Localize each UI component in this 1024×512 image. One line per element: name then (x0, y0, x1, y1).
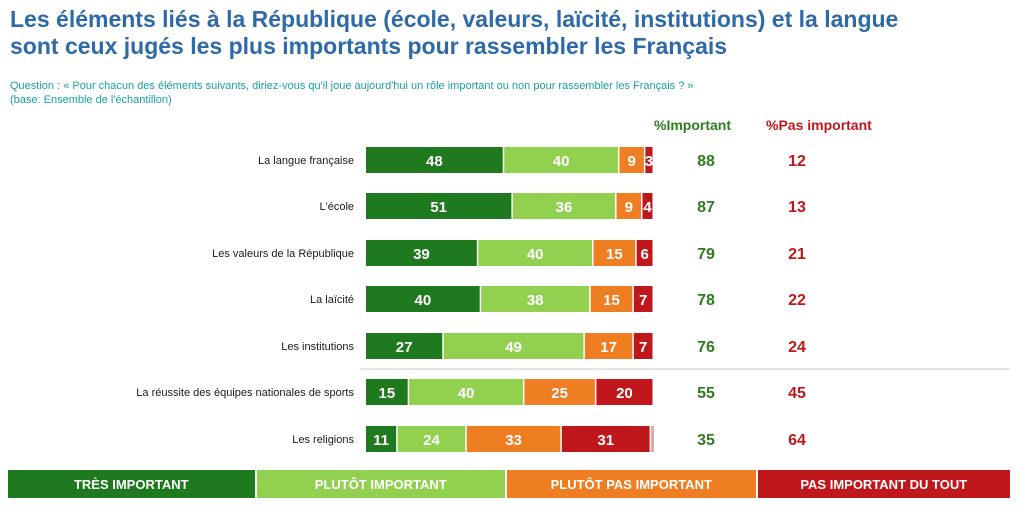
data-label: 36 (556, 199, 573, 216)
pas-important-value: 45 (788, 385, 806, 402)
bar-segment (616, 193, 641, 219)
data-label: 49 (505, 339, 522, 356)
data-label: 11 (373, 432, 389, 449)
category-label: L'école (319, 201, 354, 213)
pas-important-value: 64 (788, 432, 806, 449)
data-label: 27 (396, 339, 413, 356)
bar-segment (366, 193, 512, 219)
bar-segment (366, 286, 480, 312)
important-value: 78 (697, 292, 715, 309)
bar-segment (590, 286, 633, 312)
stacked-bar-chart: La langue française 48 40 9 3 88 12L'école 51 36… (136, 147, 1010, 452)
data-label: 20 (616, 385, 633, 402)
title-line-2: sont ceux jugés les plus importants pour… (10, 33, 728, 59)
data-label: 51 (430, 199, 447, 216)
data-label: 15 (603, 292, 620, 309)
data-label: 24 (423, 432, 440, 449)
bar-segment (366, 333, 443, 359)
data-label: 17 (600, 339, 617, 356)
bar-segment (512, 193, 616, 219)
bar-segment (443, 333, 584, 359)
bar-segment (481, 286, 590, 312)
data-label: 40 (553, 153, 570, 170)
data-label: 15 (379, 385, 396, 402)
bar-segment (524, 379, 595, 405)
bar-segment (366, 240, 477, 266)
data-label: 9 (625, 199, 633, 216)
category-label: Les valeurs de la République (212, 248, 354, 260)
column-header-important: %Important (654, 117, 731, 133)
bar-segment (409, 379, 523, 405)
bar-segment-residual (651, 426, 654, 452)
column-header-pas-important: %Pas important (766, 117, 872, 133)
legend-item: PAS IMPORTANT DU TOUT (757, 470, 1010, 498)
category-label: Les religions (292, 434, 354, 446)
data-label: 6 (640, 246, 648, 263)
data-label: 15 (606, 246, 623, 263)
bar-segment (504, 147, 618, 173)
data-label: 39 (413, 246, 430, 263)
legend: TRÈS IMPORTANT PLUTÔT IMPORTANT PLUTÔT PAS… (8, 470, 1010, 498)
category-label: La langue française (258, 155, 354, 167)
data-label: 40 (458, 385, 475, 402)
bar-segment (561, 426, 650, 452)
data-label: 4 (643, 199, 652, 216)
bar-segment (366, 147, 503, 173)
category-label: Les institutions (281, 341, 354, 353)
pas-important-value: 13 (788, 199, 806, 216)
bar-segment (596, 379, 653, 405)
data-label: 40 (527, 246, 544, 263)
important-value: 55 (697, 385, 715, 402)
data-label: 3 (645, 153, 653, 170)
bar-segment (478, 240, 593, 266)
pas-important-value: 12 (788, 153, 806, 170)
category-label: La réussite des équipes nationales de sp… (136, 387, 354, 399)
pas-important-value: 22 (788, 292, 806, 309)
bar-segment (633, 333, 653, 359)
chart-title: Les éléments liés à la République (école… (10, 6, 1010, 60)
important-value: 76 (697, 339, 715, 356)
important-value: 88 (697, 153, 715, 170)
bar-segment (642, 193, 653, 219)
data-label: 7 (639, 292, 647, 309)
important-value: 87 (697, 199, 715, 216)
data-label: 40 (415, 292, 432, 309)
important-value: 79 (697, 246, 715, 263)
bar-segment (636, 240, 653, 266)
bar-segment (633, 286, 653, 312)
question-line: Question : « Pour chacun des éléments su… (10, 80, 694, 92)
bar-segment (593, 240, 636, 266)
bar-segment (366, 426, 397, 452)
legend-item: TRÈS IMPORTANT (8, 470, 255, 498)
data-label: 7 (639, 339, 647, 356)
bar-segment (466, 426, 561, 452)
bar-segment (645, 147, 653, 173)
bar-segment (397, 426, 466, 452)
category-label: La laïcité (310, 294, 354, 306)
legend-item: PLUTÔT IMPORTANT (256, 470, 506, 498)
data-label: 38 (527, 292, 544, 309)
bar-segment (619, 147, 644, 173)
data-label: 33 (505, 432, 522, 449)
data-label: 25 (551, 385, 568, 402)
legend-item: PLUTÔT PAS IMPORTANT (507, 470, 756, 498)
data-label: 48 (426, 153, 443, 170)
title-line-1: Les éléments liés à la République (école… (10, 6, 899, 32)
data-label: 31 (597, 432, 614, 449)
important-value: 35 (697, 432, 715, 449)
pas-important-value: 24 (788, 339, 806, 356)
pas-important-value: 21 (788, 246, 806, 263)
bar-segment (366, 379, 408, 405)
question-text: Question : « Pour chacun des éléments su… (10, 79, 1010, 107)
bar-segment (584, 333, 633, 359)
base-line: (base: Ensemble de l'échantillon) (10, 94, 172, 106)
data-label: 9 (627, 153, 635, 170)
